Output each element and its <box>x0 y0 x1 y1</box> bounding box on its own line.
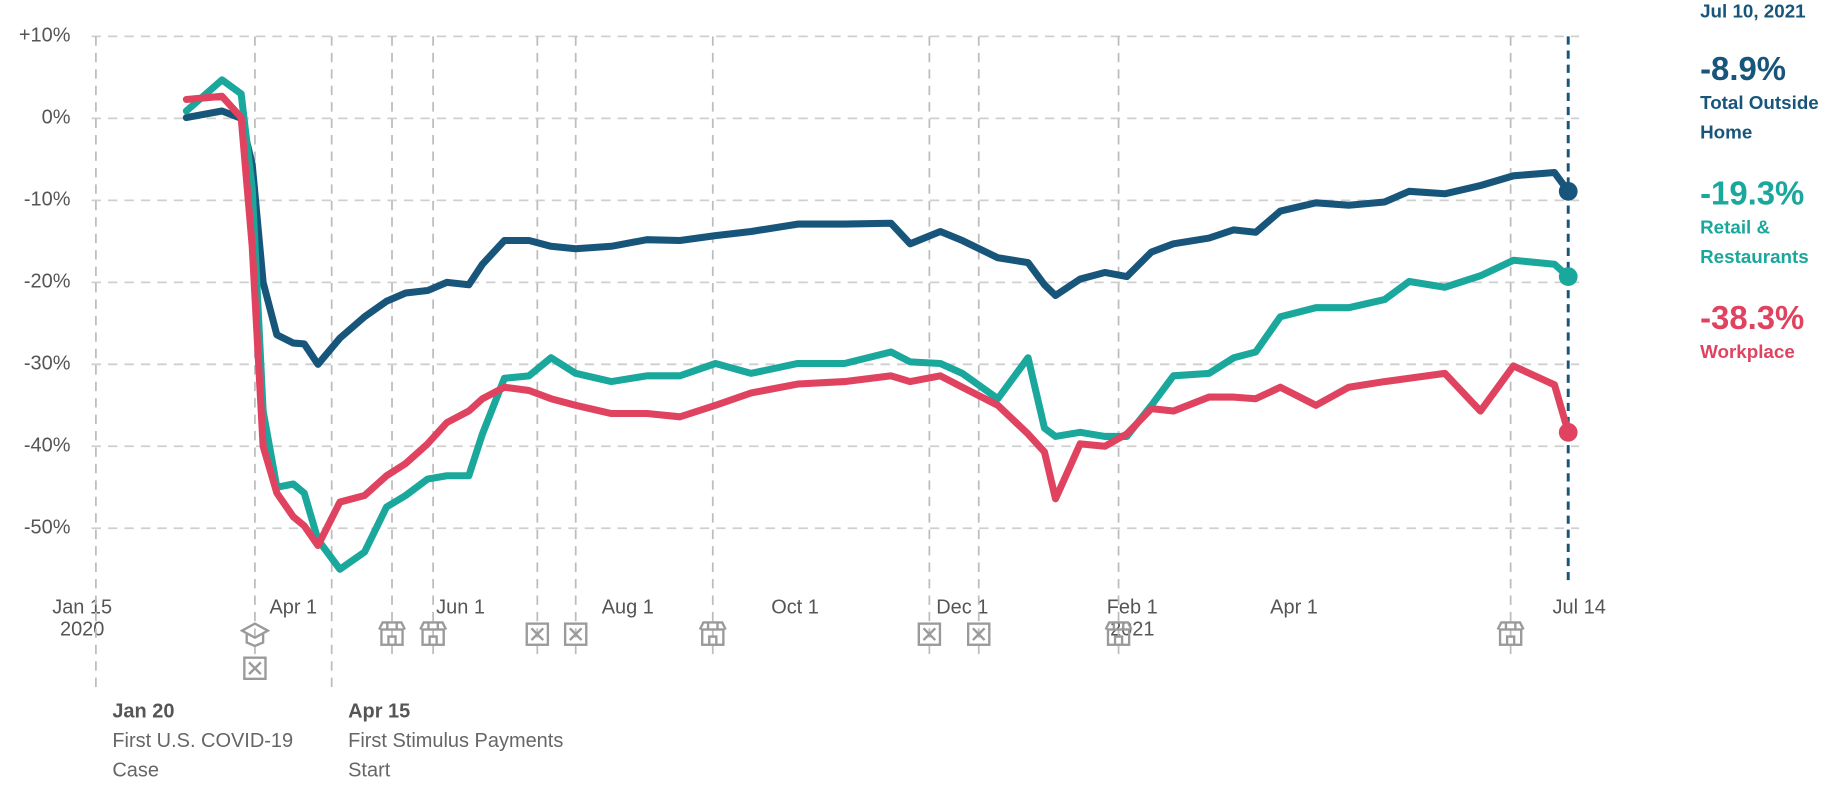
current-value: -19.3% <box>1700 174 1805 212</box>
y-tick-label: -10% <box>24 189 71 211</box>
event-text: First Stimulus Payments Start <box>348 729 564 782</box>
icon-frame <box>1106 628 1131 646</box>
series-line <box>182 92 1572 550</box>
icon-stroke <box>1496 621 1525 645</box>
event-icon-closed <box>966 622 991 646</box>
current-value: -38.3% <box>1700 299 1805 336</box>
event-annotation: Jan 20 First U.S. COVID-19 Case <box>112 696 331 784</box>
icon-frame <box>701 628 725 646</box>
event-text: First U.S. COVID-19 Case <box>112 729 294 782</box>
current-values-panel: Jul 10, 2021 -8.9% Total Outside Home -19.… <box>1700 2 1841 393</box>
icon-frame <box>525 622 550 646</box>
x-tick-label: Apr 1 <box>1270 597 1318 619</box>
event-icon-closed <box>917 622 942 646</box>
y-tick-label: -40% <box>24 435 71 457</box>
end-dot <box>1558 422 1578 442</box>
icon-stroke <box>419 621 448 645</box>
y-tick-label: 0% <box>42 107 71 129</box>
event-icon-closed <box>243 656 267 681</box>
icon-stroke <box>698 621 727 645</box>
icon-stroke <box>239 622 271 648</box>
end-dot <box>1558 267 1578 286</box>
icon-frame <box>243 656 267 681</box>
series-line <box>182 107 1572 368</box>
icon-frame <box>966 622 991 646</box>
event-icon-closed <box>525 622 550 646</box>
icon-stroke <box>569 627 583 641</box>
x-tick-label: Jan 15 2020 <box>52 597 112 641</box>
icon-frame <box>917 622 942 646</box>
x-tick-label: Jun 1 <box>436 597 485 619</box>
icon-stroke <box>248 661 262 675</box>
series-name: Workplace <box>1700 342 1795 363</box>
x-tick-label: Jul 14 <box>1553 597 1606 619</box>
x-tick-label: Feb 1 2021 <box>1107 597 1158 641</box>
event-date: Jan 20 <box>112 699 175 723</box>
y-tick-label: -30% <box>24 353 71 375</box>
event-icon-store <box>698 621 727 646</box>
event-icon-store <box>1496 621 1525 646</box>
icon-stroke <box>530 627 545 641</box>
event-icon-store <box>1104 621 1133 646</box>
icon-stroke <box>972 627 986 641</box>
x-tick-label: Oct 1 <box>771 597 819 619</box>
current-date: Jul 10, 2021 <box>1700 2 1806 23</box>
end-dot <box>1558 181 1578 201</box>
icon-frame <box>421 628 445 646</box>
x-tick-label: Apr 1 <box>269 597 317 619</box>
y-tick-label: -20% <box>24 271 71 293</box>
y-tick-label: +10% <box>19 25 71 47</box>
icon-stroke <box>922 627 937 641</box>
series-name: Retail & Restaurants <box>1700 218 1809 268</box>
icon-stroke <box>378 621 406 645</box>
event-annotation: Apr 15 First Stimulus Payments Start <box>348 696 595 784</box>
event-icon-store <box>419 621 448 646</box>
icon-stroke <box>1104 621 1133 645</box>
event-icon-closed <box>563 622 588 646</box>
event-icon-store <box>378 621 406 646</box>
x-tick-label: Aug 1 <box>602 597 654 619</box>
y-tick-label: -50% <box>24 517 71 539</box>
series-line <box>182 76 1572 573</box>
icon-frame <box>1498 628 1523 646</box>
icon-frame <box>380 628 404 646</box>
series-name: Total Outside Home <box>1700 93 1819 144</box>
event-date: Apr 15 <box>348 699 411 723</box>
icon-frame <box>563 622 588 646</box>
current-value: -8.9% <box>1700 50 1787 87</box>
event-icon-school <box>239 622 271 648</box>
x-tick-label: Dec 1 <box>936 597 988 619</box>
